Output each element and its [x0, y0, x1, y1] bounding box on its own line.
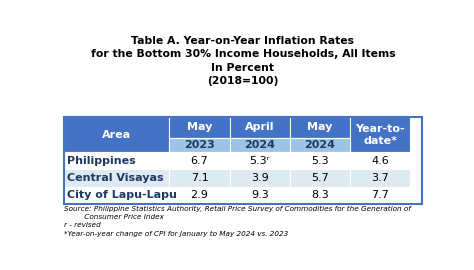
Text: 3.9: 3.9: [251, 173, 269, 183]
Text: 8.3: 8.3: [311, 190, 329, 200]
Text: 4.6: 4.6: [371, 156, 389, 166]
Bar: [290, 117, 350, 138]
Text: May: May: [307, 122, 333, 132]
Text: Source: Philippine Statistics Authority, Retail Price Survey of Commodities for : Source: Philippine Statistics Authority,…: [64, 205, 410, 237]
Bar: [169, 169, 230, 187]
Bar: [230, 117, 290, 138]
Bar: [169, 187, 230, 204]
Bar: [350, 169, 410, 187]
Bar: [169, 152, 230, 169]
Text: 6.7: 6.7: [191, 156, 209, 166]
Text: 7.7: 7.7: [371, 190, 389, 200]
Text: Central Visayas: Central Visayas: [66, 173, 163, 183]
Bar: [230, 169, 290, 187]
Text: Year-to-
date*: Year-to- date*: [356, 124, 405, 146]
Text: 9.3: 9.3: [251, 190, 269, 200]
Bar: [64, 117, 422, 204]
Text: 2023: 2023: [184, 140, 215, 150]
Bar: [230, 152, 290, 169]
Text: May: May: [187, 122, 212, 132]
Text: 5.7: 5.7: [311, 173, 329, 183]
Text: Philippines: Philippines: [66, 156, 136, 166]
Text: 2024: 2024: [304, 140, 336, 150]
Text: Table A. Year-on-Year Inflation Rates
for the Bottom 30% Income Households, All : Table A. Year-on-Year Inflation Rates fo…: [91, 36, 395, 86]
Bar: [290, 138, 350, 152]
Bar: [169, 117, 230, 138]
Text: 2024: 2024: [244, 140, 275, 150]
Bar: [230, 138, 290, 152]
Text: 5.3: 5.3: [311, 156, 329, 166]
Text: Area: Area: [102, 130, 131, 140]
Bar: [64, 187, 169, 204]
Bar: [169, 138, 230, 152]
Text: 3.7: 3.7: [371, 173, 389, 183]
Bar: [230, 187, 290, 204]
Bar: [350, 152, 410, 169]
Bar: [64, 152, 169, 169]
Text: 5.3ʳ: 5.3ʳ: [249, 156, 270, 166]
Text: 2.9: 2.9: [191, 190, 209, 200]
Text: April: April: [245, 122, 274, 132]
Bar: [350, 187, 410, 204]
Bar: [290, 187, 350, 204]
Text: City of Lapu-Lapu: City of Lapu-Lapu: [66, 190, 176, 200]
Bar: [290, 152, 350, 169]
Bar: [64, 169, 169, 187]
Text: 7.1: 7.1: [191, 173, 209, 183]
Bar: [350, 117, 410, 152]
Bar: [290, 169, 350, 187]
Bar: [64, 117, 169, 152]
